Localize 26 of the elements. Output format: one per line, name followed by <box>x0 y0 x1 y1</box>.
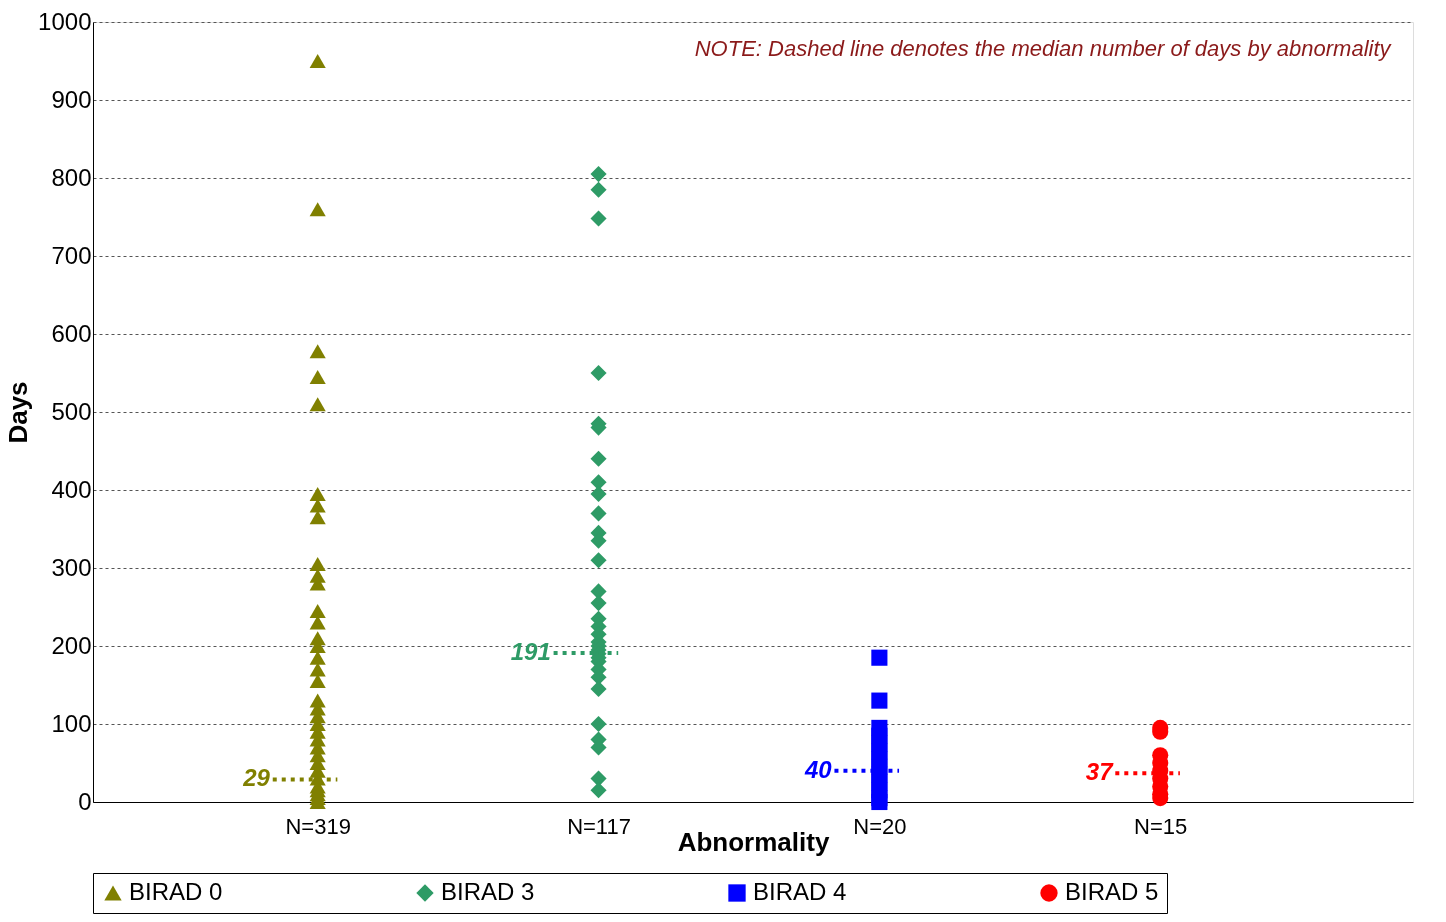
legend-label: BIRAD 3 <box>441 878 535 905</box>
y-tick-label: 700 <box>51 241 92 269</box>
legend-label: BIRAD 5 <box>1065 878 1159 905</box>
y-tick-label: 600 <box>51 319 92 347</box>
y-tick-label: 500 <box>51 397 92 425</box>
y-tick-label: 0 <box>78 787 92 815</box>
y-tick-label: 100 <box>51 709 92 737</box>
annotation: 29 <box>242 764 271 792</box>
y-tick-label: 1000 <box>38 7 92 35</box>
annotation: 191 <box>510 638 551 666</box>
annotation: 40 <box>803 755 833 783</box>
x-axis-title: Abnormality <box>677 826 830 857</box>
x-tick-label: N=15 <box>1134 813 1188 839</box>
x-tick-label: N=319 <box>285 813 351 839</box>
y-tick-label: 900 <box>51 85 92 113</box>
x-tick-label: N=117 <box>567 813 631 839</box>
y-tick-label: 400 <box>51 475 92 503</box>
annotation: 37 <box>1085 758 1115 786</box>
y-tick-label: 300 <box>51 553 92 581</box>
x-tick-label: N=20 <box>853 813 907 839</box>
legend-label: BIRAD 4 <box>753 878 847 905</box>
y-tick-label: 200 <box>51 631 92 659</box>
y-tick-label: 800 <box>51 163 92 191</box>
legend-label: BIRAD 0 <box>129 878 223 905</box>
y-axis-title: Days <box>3 381 34 444</box>
annotation: NOTE: Dashed line denotes the median number of days by abnormality <box>694 36 1393 62</box>
